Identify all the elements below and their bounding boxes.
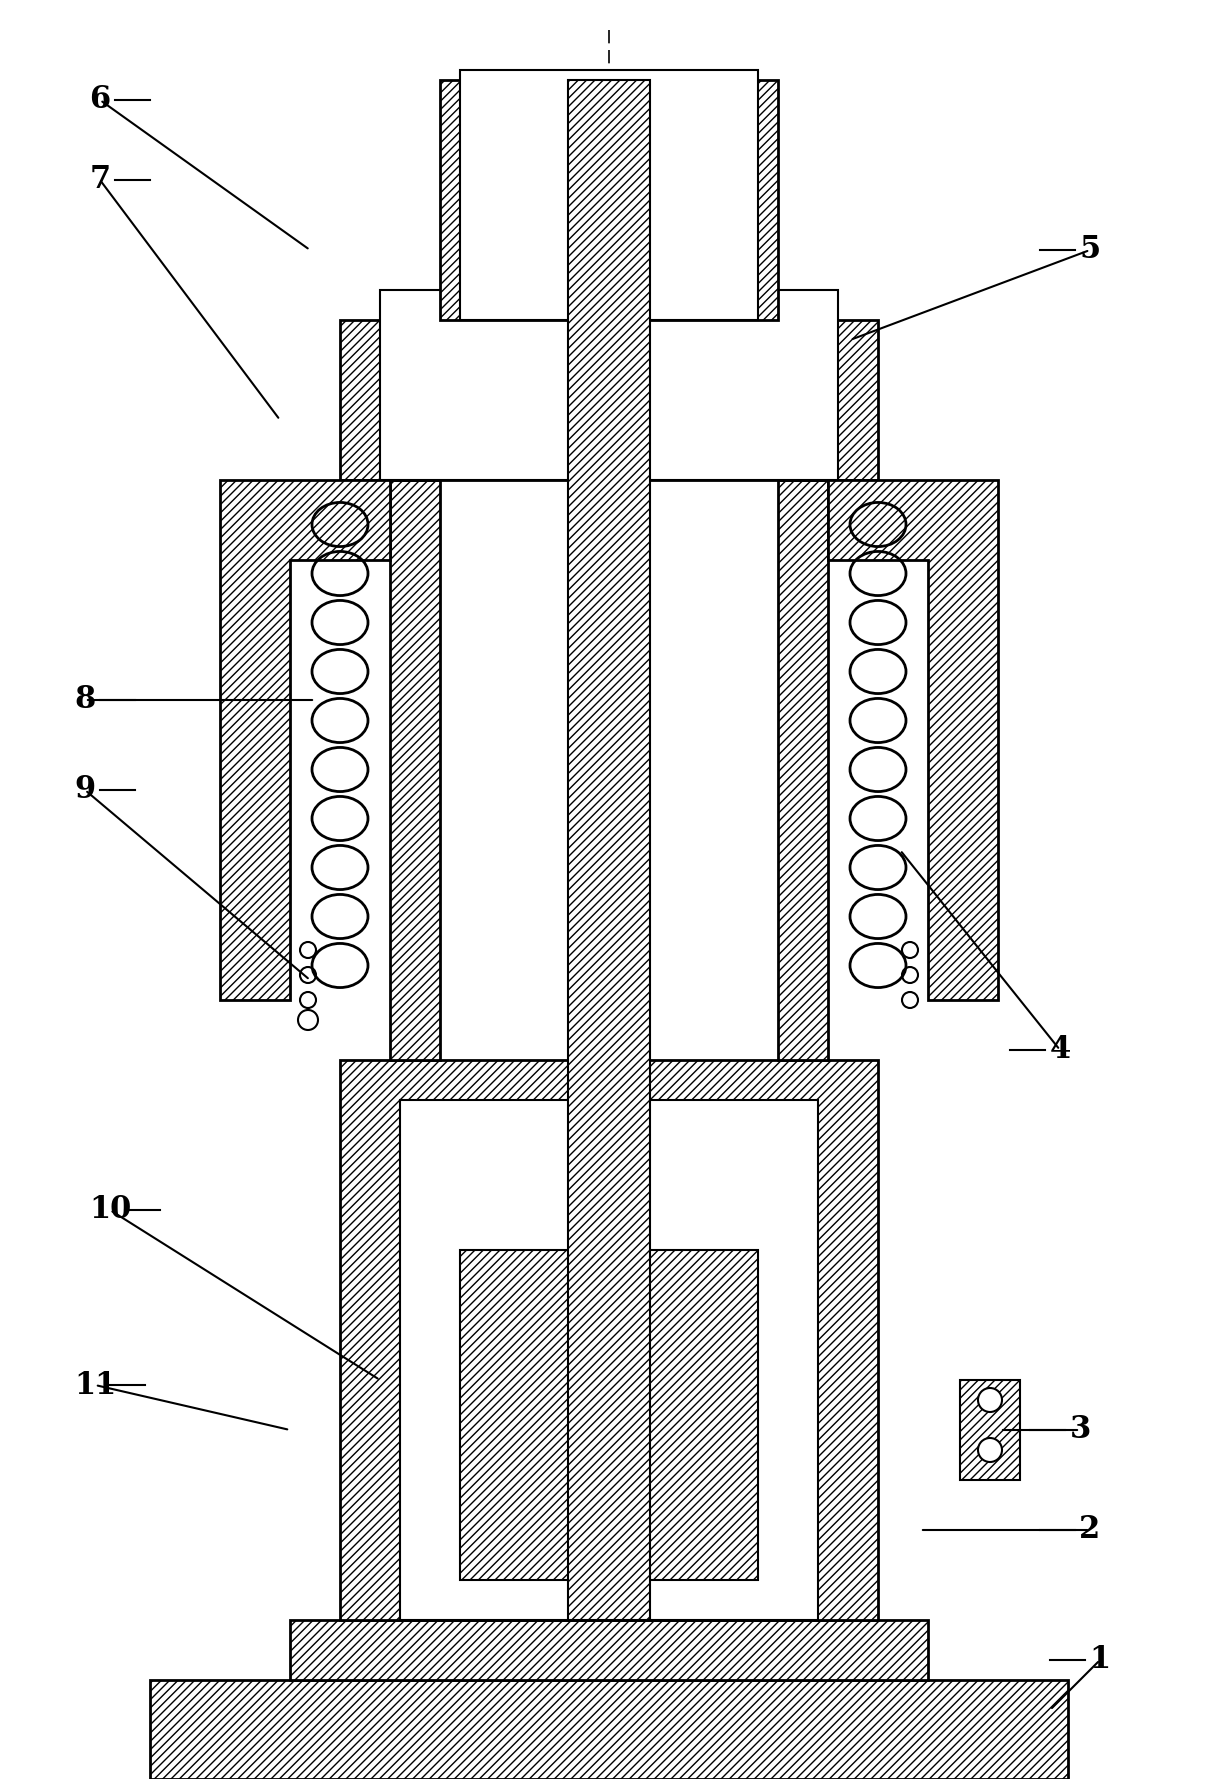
Text: 10: 10	[89, 1194, 132, 1226]
Circle shape	[903, 968, 918, 984]
Polygon shape	[380, 290, 838, 480]
Text: 6: 6	[89, 84, 111, 116]
Circle shape	[298, 1010, 318, 1030]
Text: 9: 9	[74, 774, 95, 806]
Text: 7: 7	[89, 164, 111, 196]
Polygon shape	[460, 69, 758, 320]
Polygon shape	[778, 480, 828, 1060]
Polygon shape	[290, 1621, 928, 1679]
Text: 3: 3	[1069, 1414, 1090, 1446]
Polygon shape	[150, 1679, 1068, 1779]
Polygon shape	[400, 1099, 818, 1621]
Text: 1: 1	[1089, 1644, 1111, 1676]
Circle shape	[978, 1388, 1002, 1413]
Polygon shape	[390, 480, 440, 1060]
Polygon shape	[960, 1381, 1019, 1480]
Polygon shape	[220, 480, 390, 1000]
Polygon shape	[440, 80, 778, 320]
Circle shape	[300, 968, 315, 984]
Polygon shape	[340, 320, 878, 480]
Circle shape	[300, 993, 315, 1009]
Circle shape	[903, 943, 918, 959]
Polygon shape	[460, 1251, 758, 1580]
Polygon shape	[340, 1060, 878, 1621]
Polygon shape	[568, 80, 650, 1621]
Text: 4: 4	[1050, 1035, 1071, 1066]
Polygon shape	[828, 480, 998, 1000]
Circle shape	[978, 1437, 1002, 1462]
Text: 2: 2	[1079, 1514, 1101, 1546]
Text: 11: 11	[74, 1370, 116, 1400]
Circle shape	[300, 943, 315, 959]
Circle shape	[903, 993, 918, 1009]
Text: 8: 8	[74, 685, 96, 715]
Text: 5: 5	[1079, 235, 1101, 265]
